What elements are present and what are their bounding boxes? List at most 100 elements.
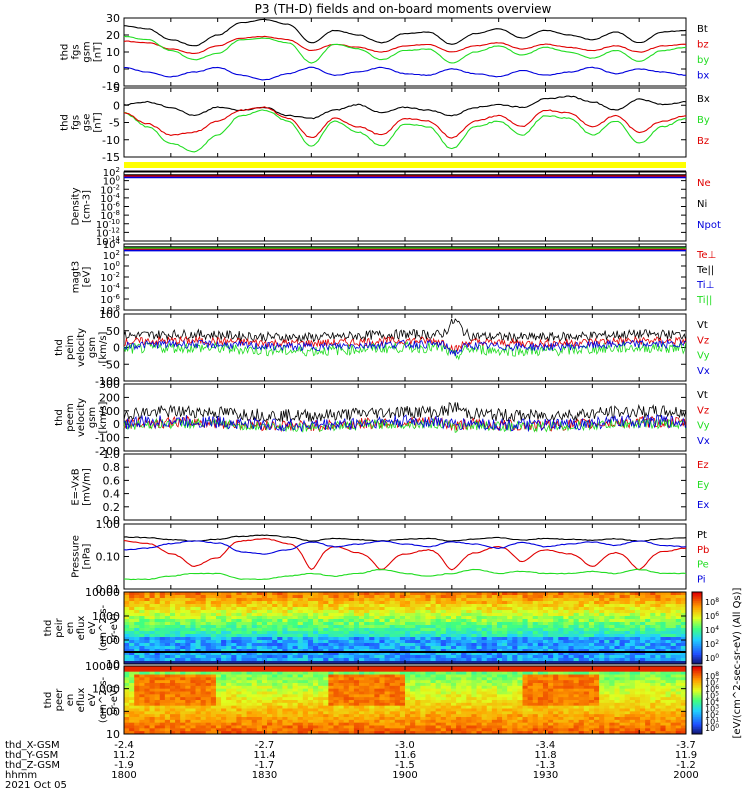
- spectrogram-cell: [584, 625, 590, 628]
- spectrogram-cell: [196, 709, 202, 712]
- spectrogram-cell: [451, 655, 457, 658]
- spectrogram-cell: [579, 613, 585, 616]
- spectrogram-cell: [553, 640, 559, 643]
- spectrogram-cell: [385, 607, 391, 610]
- spectrogram-cell: [236, 697, 242, 700]
- spectrogram-cell: [349, 601, 355, 604]
- spectrogram-cell: [676, 610, 682, 613]
- spectrogram-cell: [517, 703, 523, 706]
- spectrogram-cell: [359, 726, 365, 729]
- panel-7-frame: [124, 524, 686, 589]
- spectrogram-cell: [441, 697, 447, 700]
- spectrogram-cell: [242, 697, 248, 700]
- spectrogram-cell: [431, 631, 437, 634]
- spectrogram-cell: [287, 628, 293, 631]
- spectrogram-cell: [650, 616, 656, 619]
- spectrogram-cell: [262, 706, 268, 709]
- spectrogram-cell: [487, 604, 493, 607]
- spectrogram-cell: [364, 714, 370, 717]
- spectrogram-cell: [390, 686, 396, 689]
- spectrogram-cell: [385, 637, 391, 640]
- spectrogram-cell: [461, 622, 467, 625]
- spectrogram-cell: [385, 672, 391, 675]
- spectrogram-cell: [201, 672, 207, 675]
- spectrogram-cell: [400, 607, 406, 610]
- spectrogram-cell: [492, 640, 498, 643]
- spectrogram-cell: [645, 634, 651, 637]
- spectrogram-cell: [354, 643, 360, 646]
- spectrogram-cell: [415, 610, 421, 613]
- spectrogram-cell: [420, 595, 426, 598]
- spectrogram-cell: [333, 592, 339, 595]
- spectrogram-cell: [497, 607, 503, 610]
- spectrogram-cell: [175, 709, 181, 712]
- spectrogram-cell: [512, 683, 518, 686]
- spectrogram-cell: [333, 720, 339, 723]
- spectrogram-cell: [308, 628, 314, 631]
- spectrogram-cell: [201, 706, 207, 709]
- spectrogram-cell: [282, 637, 288, 640]
- spectrogram-cell: [344, 694, 350, 697]
- spectrogram-cell: [236, 646, 242, 649]
- spectrogram-cell: [298, 680, 304, 683]
- spectrogram-cell: [134, 613, 140, 616]
- spectrogram-cell: [129, 703, 135, 706]
- spectrogram-cell: [344, 672, 350, 675]
- spectrogram-cell: [236, 592, 242, 595]
- spectrogram-cell: [287, 689, 293, 692]
- spectrogram-cell: [272, 622, 278, 625]
- spectrogram-cell: [415, 697, 421, 700]
- spectrogram-cell: [405, 711, 411, 714]
- spectrogram-cell: [451, 625, 457, 628]
- spectrogram-cell: [323, 613, 329, 616]
- spectrogram-cell: [676, 622, 682, 625]
- spectrogram-cell: [257, 595, 263, 598]
- spectrogram-cell: [333, 706, 339, 709]
- spectrogram-cell: [262, 703, 268, 706]
- spectrogram-cell: [415, 717, 421, 720]
- spectrogram-cell: [436, 592, 442, 595]
- spectrogram-cell: [400, 720, 406, 723]
- spectrogram-cell: [446, 711, 452, 714]
- spectrogram-cell: [436, 703, 442, 706]
- spectrogram-cell: [604, 640, 610, 643]
- spectrogram-cell: [129, 646, 135, 649]
- spectrogram-cell: [170, 672, 176, 675]
- spectrogram-cell: [252, 683, 258, 686]
- spectrogram-cell: [339, 689, 345, 692]
- spectrogram-cell: [165, 610, 171, 613]
- spectrogram-cell: [318, 686, 324, 689]
- spectrogram-cell: [323, 640, 329, 643]
- spectrogram-cell: [471, 628, 477, 631]
- spectrogram-cell: [333, 697, 339, 700]
- spectrogram-cell: [364, 619, 370, 622]
- spectrogram-cell: [533, 640, 539, 643]
- spectrogram-cell: [257, 640, 263, 643]
- spectrogram-cell: [277, 692, 283, 695]
- spectrogram-cell: [364, 640, 370, 643]
- spectrogram-cell: [180, 613, 186, 616]
- spectrogram-cell: [134, 634, 140, 637]
- spectrogram-cell: [267, 658, 273, 661]
- spectrogram-cell: [502, 728, 508, 731]
- spectrogram-cell: [420, 640, 426, 643]
- spectrogram-cell: [185, 689, 191, 692]
- spectrogram-cell: [333, 723, 339, 726]
- spectrogram-cell: [482, 672, 488, 675]
- panel-8-ylabel-line: (cm^2-s-: [98, 604, 109, 651]
- spectrogram-cell: [609, 610, 615, 613]
- spectrogram-cell: [466, 619, 472, 622]
- spectrogram-cell: [293, 601, 299, 604]
- spectrogram-cell: [620, 622, 626, 625]
- spectrogram-cell: [247, 601, 253, 604]
- spectrogram-cell: [635, 634, 641, 637]
- spectrogram-cell: [425, 711, 431, 714]
- spectrogram-cell: [660, 619, 666, 622]
- spectrogram-cell: [303, 610, 309, 613]
- spectrogram-cell: [415, 723, 421, 726]
- spectrogram-cell: [293, 628, 299, 631]
- spectrogram-cell: [313, 646, 319, 649]
- spectrogram-cell: [482, 625, 488, 628]
- spectrogram-cell: [185, 700, 191, 703]
- spectrogram-cell: [625, 616, 631, 619]
